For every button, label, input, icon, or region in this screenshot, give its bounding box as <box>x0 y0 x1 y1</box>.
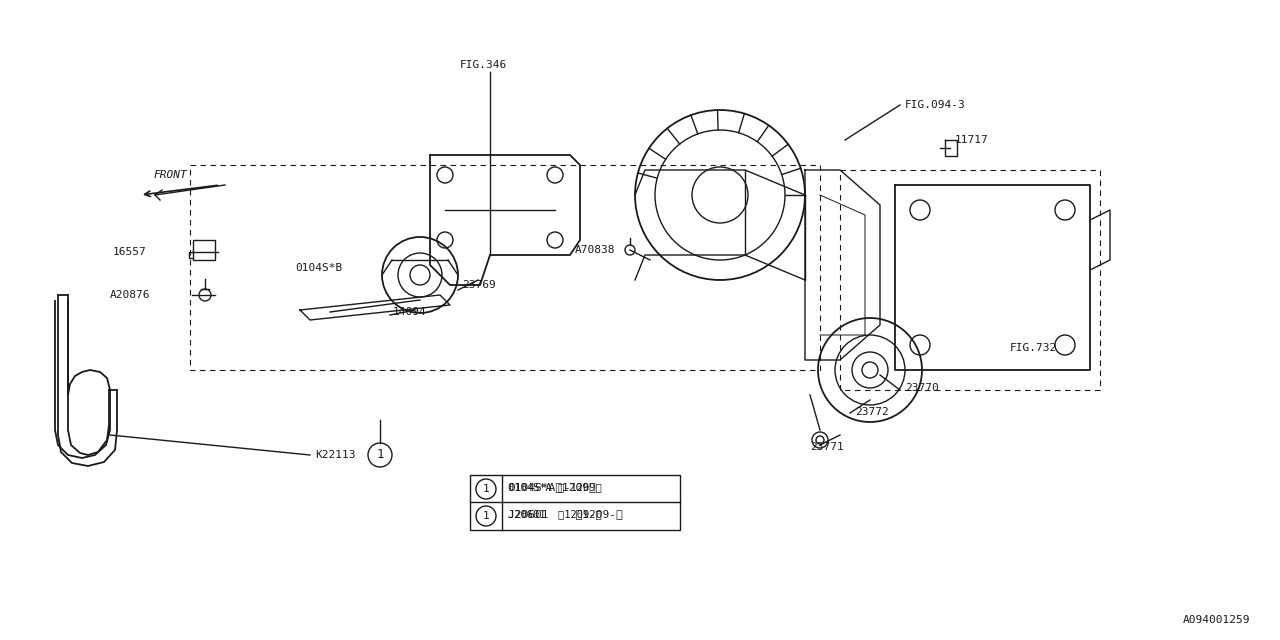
Text: K22113: K22113 <box>315 450 356 460</box>
Text: J20601    〈1209-〉: J20601 〈1209-〉 <box>508 509 623 519</box>
Text: A20876: A20876 <box>110 290 151 300</box>
Text: 1: 1 <box>483 484 489 494</box>
Text: 14094: 14094 <box>393 307 426 317</box>
Text: 1: 1 <box>376 449 384 461</box>
Text: 1: 1 <box>483 511 489 521</box>
Text: 16557: 16557 <box>113 247 147 257</box>
Text: 0104S*B: 0104S*B <box>294 263 342 273</box>
Text: FIG.732: FIG.732 <box>1010 343 1057 353</box>
Text: 23770: 23770 <box>905 383 938 393</box>
Text: 23772: 23772 <box>855 407 888 417</box>
Text: A70838: A70838 <box>575 245 616 255</box>
Text: 0104S*A　1209〉: 0104S*A 1209〉 <box>508 482 595 492</box>
Text: FRONT: FRONT <box>154 170 187 180</box>
Text: A094001259: A094001259 <box>1183 615 1251 625</box>
Text: FIG.094-3: FIG.094-3 <box>905 100 965 110</box>
Bar <box>193 240 215 260</box>
Text: 11717: 11717 <box>955 135 988 145</box>
Text: FIG.346: FIG.346 <box>460 60 507 70</box>
Text: 23769: 23769 <box>462 280 495 290</box>
Bar <box>470 475 680 530</box>
Text: 23771: 23771 <box>810 442 844 452</box>
Text: J20601  〈1209-〉: J20601 〈1209-〉 <box>508 509 602 519</box>
Text: 0104S*A 〈-1209〉: 0104S*A 〈-1209〉 <box>508 482 602 492</box>
